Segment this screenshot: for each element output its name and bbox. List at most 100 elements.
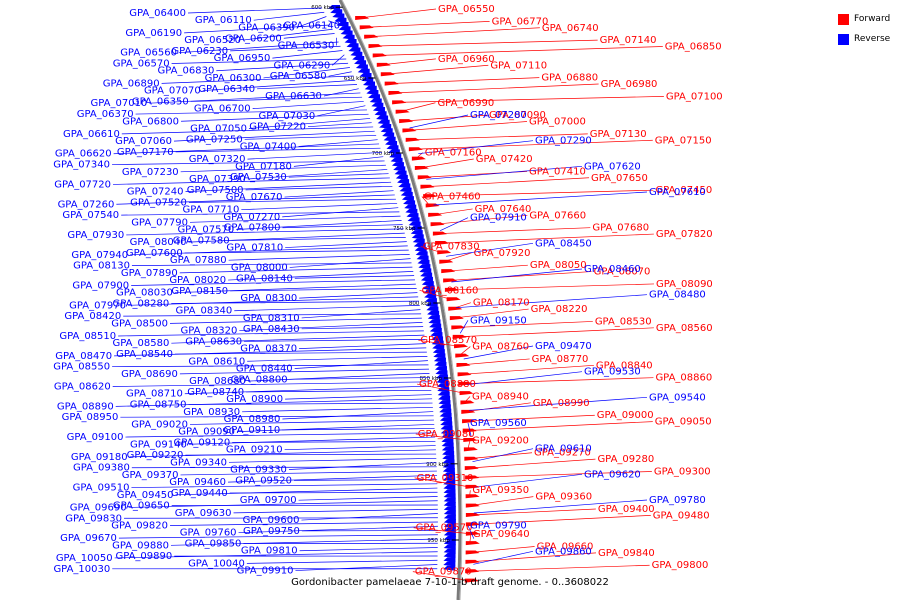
gene-label-forward: GPA_07110	[490, 60, 547, 71]
gene-label-reverse: GPA_08430	[243, 324, 300, 335]
gene-label-reverse: GPA_06300	[205, 73, 262, 84]
gene-label-forward: GPA_07150	[655, 135, 712, 146]
reverse-feature	[432, 344, 445, 350]
forward-feature	[463, 447, 478, 452]
gene-label-reverse-right: GPA_08480	[649, 290, 706, 301]
gene-label-reverse: GPA_07500	[187, 185, 244, 196]
reverse-feature	[415, 251, 428, 257]
connector-line	[469, 490, 471, 497]
reverse-feature	[419, 268, 432, 274]
reverse-feature	[443, 565, 456, 571]
connector-line	[247, 372, 430, 382]
connector-line	[228, 474, 438, 483]
gene-label-forward: GPA_06980	[601, 79, 658, 90]
reverse-feature	[424, 298, 437, 304]
connector-line	[187, 7, 323, 14]
gene-label-reverse: GPA_10050	[56, 553, 113, 564]
reverse-feature	[443, 506, 456, 512]
connector-line	[469, 546, 535, 553]
tick-label: 800 kbp	[409, 301, 432, 307]
gene-label-forward: GPA_08880	[419, 379, 476, 390]
reverse-feature	[443, 519, 456, 525]
connector-line	[396, 96, 664, 103]
reverse-feature	[332, 13, 345, 19]
connector-line	[171, 334, 425, 344]
reverse-feature	[443, 476, 456, 482]
connector-line	[317, 105, 366, 117]
connector-line	[236, 220, 402, 230]
forward-feature	[465, 531, 480, 536]
connector-line	[427, 189, 654, 197]
gene-label-reverse: GPA_08890	[57, 401, 114, 412]
gene-label-reverse: GPA_09830	[65, 513, 122, 524]
connector-line	[447, 271, 592, 281]
connector-line	[448, 283, 655, 291]
gene-label-reverse: GPA_08000	[231, 262, 288, 273]
gene-label-reverse: GPA_08800	[231, 374, 288, 385]
gene-label-reverse: GPA_08950	[62, 412, 119, 423]
forward-feature	[454, 344, 469, 349]
reverse-feature	[424, 293, 437, 299]
gene-label-reverse-right: GPA_07280	[470, 110, 527, 121]
gene-label-reverse: GPA_09380	[73, 463, 130, 474]
connector-line	[469, 508, 596, 516]
connector-line	[244, 339, 426, 342]
gene-label-reverse-right: GPA_08460	[584, 264, 641, 275]
reverse-feature	[348, 47, 361, 53]
connector-line	[465, 402, 531, 413]
gene-label-forward: GPA_07410	[529, 166, 586, 177]
gene-label-reverse: GPA_07540	[62, 210, 119, 221]
gene-label-reverse: GPA_06570	[113, 59, 170, 70]
gene-label-reverse: GPA_08470	[55, 351, 112, 362]
gene-label-reverse: GPA_08540	[116, 349, 173, 360]
gene-label-forward: GPA_07160	[425, 148, 482, 159]
connector-line	[464, 396, 471, 403]
reverse-feature	[412, 238, 425, 244]
connector-line	[415, 433, 468, 441]
connector-line	[121, 211, 400, 216]
gene-label-reverse: GPA_06890	[103, 78, 160, 89]
gene-label-reverse: GPA_06400	[129, 8, 186, 19]
connector-line	[463, 345, 534, 360]
reverse-feature	[438, 404, 451, 410]
connector-line	[181, 113, 369, 122]
connector-line	[363, 21, 490, 28]
reverse-feature	[421, 281, 434, 287]
gene-label-forward: GPA_09480	[653, 510, 710, 521]
connector-line	[451, 268, 583, 283]
gene-label-reverse: GPA_07010	[90, 98, 147, 109]
connector-line	[242, 28, 333, 41]
reverse-feature	[406, 213, 419, 219]
connector-line	[253, 11, 325, 21]
gene-label-forward: GPA_06770	[492, 16, 549, 27]
gene-label-reverse: GPA_06230	[171, 46, 228, 57]
connector-line	[171, 504, 438, 506]
connector-line	[420, 246, 442, 253]
gene-label-forward: GPA_09840	[598, 548, 655, 559]
reverse-feature	[377, 119, 390, 125]
forward-feature	[449, 316, 464, 321]
connector-line	[230, 288, 417, 292]
gene-label-forward: GPA_06960	[438, 54, 495, 65]
reverse-feature	[430, 332, 443, 338]
forward-feature	[455, 353, 470, 358]
connector-line	[125, 432, 435, 438]
reverse-feature	[443, 472, 456, 478]
legend-reverse-label: Reverse	[854, 34, 891, 44]
gene-label-reverse: GPA_09700	[240, 495, 297, 506]
connector-line	[412, 139, 653, 150]
connector-line	[120, 415, 434, 418]
connector-line	[180, 470, 437, 476]
connector-line	[473, 473, 583, 488]
connector-line	[242, 406, 433, 413]
gene-label-reverse: GPA_06370	[77, 109, 134, 120]
gene-label-reverse-right: GPA_09790	[470, 521, 527, 532]
tick-label: 950 kbp	[427, 538, 450, 544]
gene-label-reverse: GPA_08980	[224, 414, 281, 425]
reverse-feature	[346, 43, 359, 49]
reverse-feature	[433, 353, 446, 359]
forward-swatch	[838, 13, 849, 25]
connector-line	[285, 394, 432, 400]
connector-line	[384, 64, 489, 75]
connector-line	[131, 279, 415, 286]
